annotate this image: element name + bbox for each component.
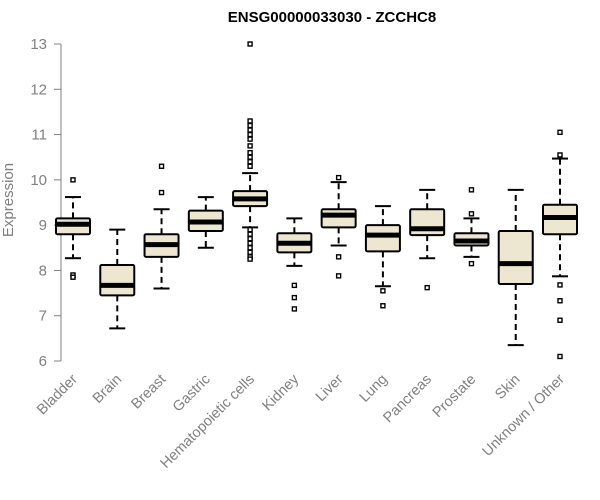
chart-title: ENSG00000033030 - ZCCHC8	[228, 9, 436, 26]
box-lung	[364, 205, 401, 309]
outlier-point	[335, 174, 342, 181]
box-bladder	[55, 177, 91, 280]
outlier-point	[424, 284, 430, 291]
outlier-point	[247, 122, 253, 129]
outlier-point	[557, 353, 563, 360]
x-tick-label: Breast	[128, 372, 169, 413]
outlier-point	[158, 189, 165, 196]
box-prostate	[453, 187, 490, 267]
box-plot-series	[55, 41, 578, 360]
outlier-point	[247, 231, 253, 237]
outlier-point	[380, 288, 386, 294]
y-axis: 6 7 8 9 10 11 12 13	[30, 36, 62, 370]
outlier-point	[247, 236, 253, 242]
box-breast	[143, 163, 180, 290]
x-tick-label: Lung	[357, 372, 391, 406]
y-tick-label: 12	[30, 81, 47, 98]
outlier-point	[291, 306, 298, 312]
box-brain	[99, 228, 136, 330]
x-tick-label: Kidney	[260, 371, 303, 414]
outlier-point	[291, 294, 298, 301]
outlier-point	[247, 245, 253, 251]
y-tick-label: 11	[31, 127, 47, 144]
outlier-point	[247, 149, 253, 156]
outlier-point	[335, 254, 342, 260]
x-tick-label: Bladder	[34, 371, 81, 418]
box-hematopoietic-cells	[232, 41, 269, 262]
box-skin	[497, 188, 534, 347]
outlier-point	[380, 303, 386, 309]
x-tick-label: Skin	[492, 372, 523, 403]
outlier-point	[557, 152, 563, 158]
outlier-point	[335, 273, 342, 279]
y-tick-label: 6	[39, 353, 47, 370]
outlier-point	[557, 129, 563, 136]
y-tick-label: 10	[30, 172, 47, 189]
iqr-box	[99, 263, 136, 297]
outlier-point	[247, 127, 253, 133]
box-pancreas	[409, 188, 446, 291]
outlier-point	[557, 282, 563, 288]
iqr-box	[320, 208, 357, 229]
y-tick-label: 9	[39, 217, 47, 234]
outlier-point	[247, 41, 253, 47]
outlier-point	[247, 240, 253, 246]
x-tick-label: Liver	[313, 371, 347, 405]
outlier-point	[70, 274, 76, 280]
x-tick-label: Unknown / Other	[480, 371, 568, 459]
y-axis-label: Expression	[0, 163, 17, 237]
outlier-point	[247, 159, 253, 165]
iqr-box	[364, 224, 401, 253]
outlier-point	[247, 249, 253, 256]
box-unknown-other	[542, 129, 578, 360]
y-tick-label: 7	[39, 308, 47, 325]
outlier-point	[247, 256, 253, 262]
outlier-point	[158, 163, 165, 169]
x-tick-label: Prostate	[430, 372, 479, 421]
iqr-box	[497, 230, 534, 286]
outlier-point	[247, 118, 253, 124]
y-tick-label: 8	[39, 262, 47, 279]
x-tick-label: Gastric	[170, 372, 214, 416]
y-tick-label: 13	[30, 36, 47, 53]
box-liver	[320, 174, 357, 279]
outlier-point	[468, 260, 475, 267]
outlier-point	[70, 177, 76, 183]
outlier-point	[247, 136, 253, 142]
outlier-point	[247, 154, 253, 160]
box-gastric	[187, 196, 224, 249]
outlier-point	[557, 317, 563, 323]
outlier-point	[557, 298, 563, 304]
outlier-point	[247, 163, 253, 169]
outlier-point	[468, 187, 475, 193]
x-tick-label: Pancreas	[380, 372, 435, 427]
x-tick-label: Brain	[90, 372, 125, 407]
box-kidney	[276, 217, 313, 312]
outlier-point	[247, 131, 253, 138]
outlier-point	[247, 226, 253, 233]
outlier-point	[468, 211, 475, 217]
outlier-point	[291, 282, 298, 289]
outlier-point	[247, 143, 253, 149]
